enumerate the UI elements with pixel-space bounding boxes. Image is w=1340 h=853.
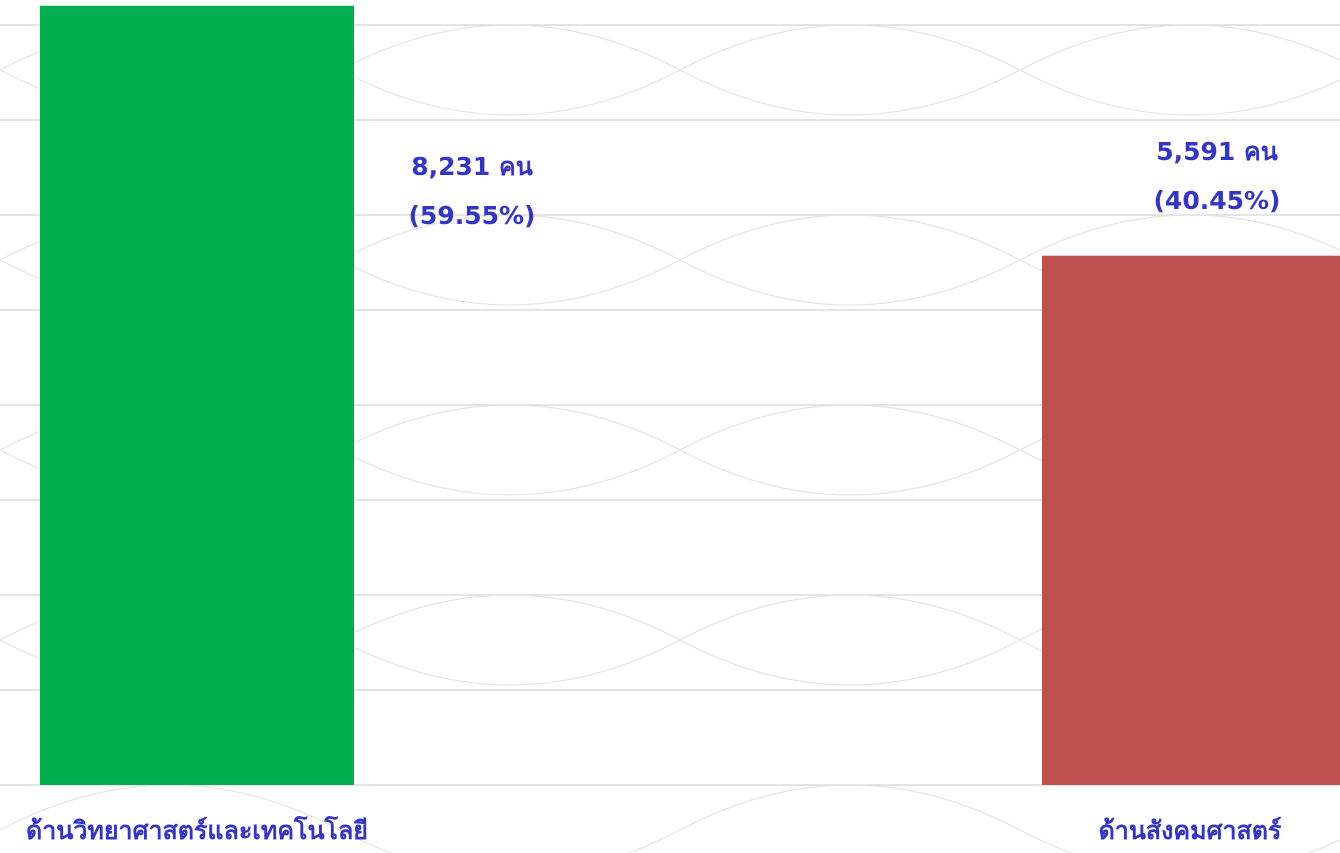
data-label: 5,591 คน [1156, 137, 1278, 166]
bar [40, 5, 354, 786]
x-tick-label: ด้านสังคมศาสตร์ [1099, 816, 1282, 845]
x-tick-label: ด้านวิทยาศาสตร์และเทคโนโลยี [26, 815, 368, 845]
percent-label: (59.55%) [409, 201, 536, 230]
bar [1042, 255, 1340, 785]
data-label: 8,231 คน [411, 152, 533, 181]
percent-label: (40.45%) [1154, 186, 1281, 215]
